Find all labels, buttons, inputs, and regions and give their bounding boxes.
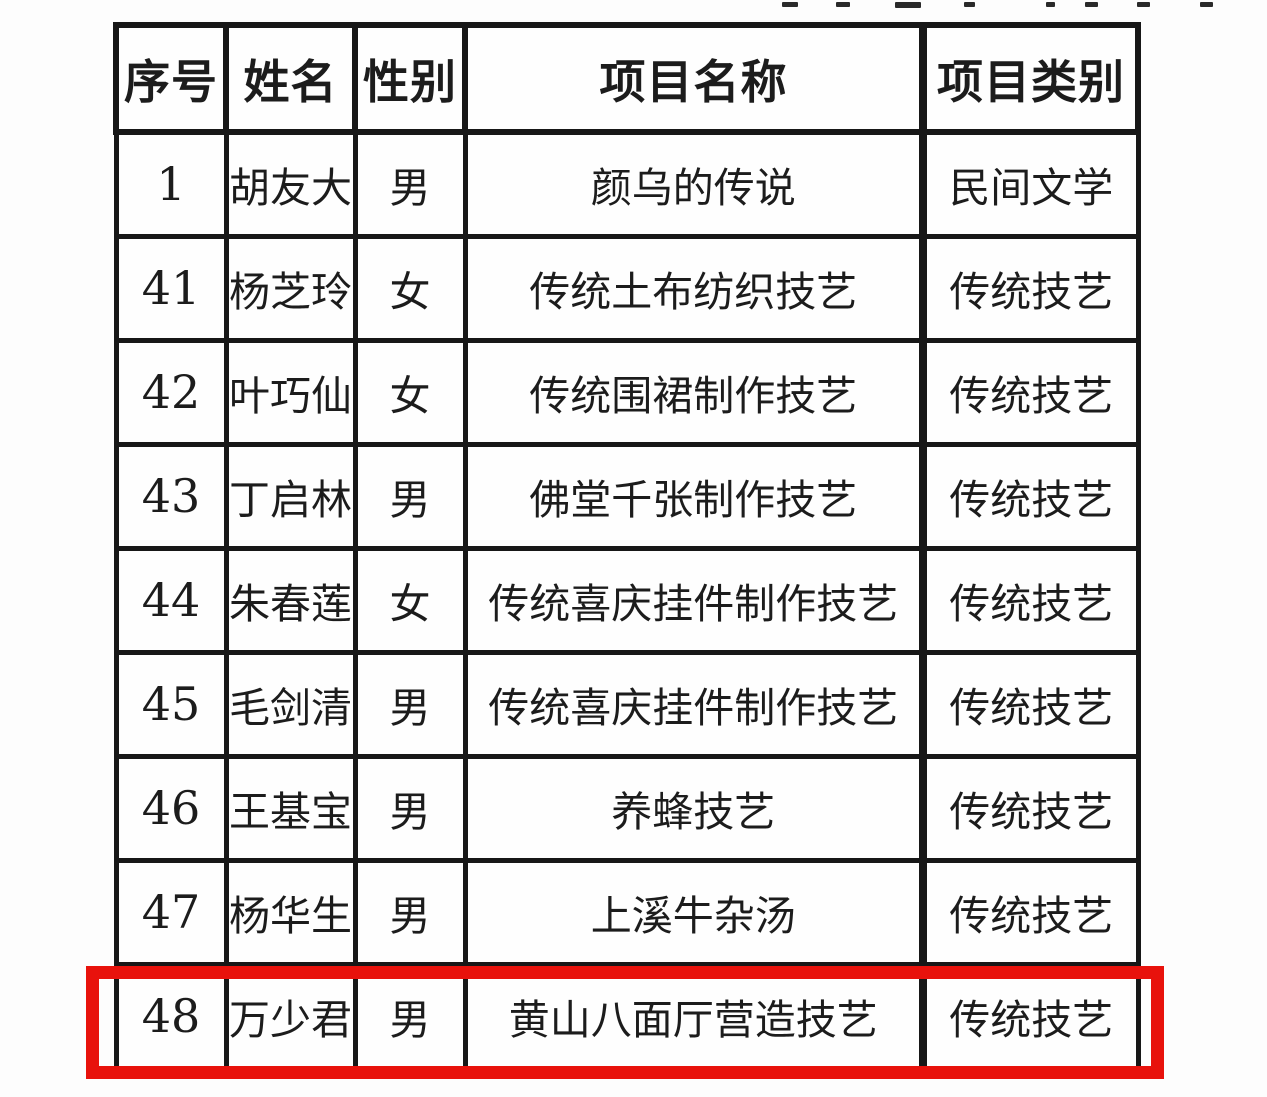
- cell-category: 传统技艺: [919, 441, 1141, 551]
- cell-gender: 男: [352, 753, 468, 863]
- cell-name: 万少君: [223, 961, 358, 1071]
- cell-no: 44: [113, 545, 229, 655]
- cell-no: 42: [113, 337, 229, 447]
- cell-category: 传统技艺: [919, 753, 1141, 863]
- cell-project: 养蜂技艺: [462, 753, 926, 863]
- cell-gender: 男: [352, 961, 468, 1071]
- cell-category: 传统技艺: [919, 649, 1141, 759]
- cell-category: 民间文学: [919, 129, 1141, 239]
- cell-gender: 男: [352, 857, 468, 967]
- table-row: 42 叶巧仙 女 传统围裙制作技艺 传统技艺: [113, 337, 1141, 447]
- cell-gender: 女: [352, 337, 468, 447]
- cell-project: 传统围裙制作技艺: [462, 337, 926, 447]
- cropped-text-artifact: [782, 2, 798, 7]
- cell-name: 胡友大: [223, 129, 358, 239]
- cell-no: 45: [113, 649, 229, 759]
- table-row-highlighted: 48 万少君 男 黄山八面厅营造技艺 传统技艺: [113, 961, 1141, 1071]
- table-row: 41 杨芝玲 女 传统土布纺织技艺 传统技艺: [113, 233, 1141, 343]
- table-row: 1 胡友大 男 颜乌的传说 民间文学: [113, 129, 1141, 239]
- cell-name: 丁启林: [223, 441, 358, 551]
- header-gender: 性别: [352, 22, 468, 135]
- cropped-text-artifact: [1137, 2, 1150, 7]
- table-row: 45 毛剑清 男 传统喜庆挂件制作技艺 传统技艺: [113, 649, 1141, 759]
- header-no: 序号: [113, 22, 229, 135]
- cell-name: 叶巧仙: [223, 337, 358, 447]
- cell-name: 杨芝玲: [223, 233, 358, 343]
- cell-project: 传统喜庆挂件制作技艺: [462, 649, 926, 759]
- header-row: 序号 姓名 性别 项目名称 项目类别: [113, 22, 1141, 135]
- cell-no: 43: [113, 441, 229, 551]
- cell-category: 传统技艺: [919, 233, 1141, 343]
- cell-category: 传统技艺: [919, 545, 1141, 655]
- cell-gender: 男: [352, 441, 468, 551]
- cropped-text-artifact: [1200, 2, 1213, 7]
- cell-project: 佛堂千张制作技艺: [462, 441, 926, 551]
- cell-project: 颜乌的传说: [462, 129, 926, 239]
- cell-no: 1: [113, 129, 229, 239]
- cell-name: 朱春莲: [223, 545, 358, 655]
- cell-no: 48: [113, 961, 229, 1071]
- cell-project: 传统喜庆挂件制作技艺: [462, 545, 926, 655]
- cell-category: 传统技艺: [919, 857, 1141, 967]
- header-name: 姓名: [223, 22, 358, 135]
- table-row: 43 丁启林 男 佛堂千张制作技艺 传统技艺: [113, 441, 1141, 551]
- personnel-table: 序号 姓名 性别 项目名称 项目类别 1 胡友大 男 颜乌的传说 民间文学 41…: [113, 22, 1141, 1071]
- cell-category: 传统技艺: [919, 961, 1141, 1071]
- table-row: 46 王基宝 男 养蜂技艺 传统技艺: [113, 753, 1141, 863]
- cell-project: 传统土布纺织技艺: [462, 233, 926, 343]
- cropped-text-artifact: [964, 2, 975, 7]
- cell-no: 41: [113, 233, 229, 343]
- cell-gender: 女: [352, 233, 468, 343]
- cell-name: 王基宝: [223, 753, 358, 863]
- table-row: 47 杨华生 男 上溪牛杂汤 传统技艺: [113, 857, 1141, 967]
- table-row: 44 朱春莲 女 传统喜庆挂件制作技艺 传统技艺: [113, 545, 1141, 655]
- cropped-text-artifact: [1085, 2, 1098, 7]
- cell-gender: 女: [352, 545, 468, 655]
- cell-no: 47: [113, 857, 229, 967]
- cell-gender: 男: [352, 129, 468, 239]
- cell-name: 毛剑清: [223, 649, 358, 759]
- cropped-text-artifact: [836, 2, 850, 7]
- header-project: 项目名称: [462, 22, 926, 135]
- cell-project: 上溪牛杂汤: [462, 857, 926, 967]
- cell-project: 黄山八面厅营造技艺: [462, 961, 926, 1071]
- cell-gender: 男: [352, 649, 468, 759]
- cell-category: 传统技艺: [919, 337, 1141, 447]
- cell-name: 杨华生: [223, 857, 358, 967]
- cropped-text-artifact: [895, 2, 921, 8]
- cropped-text-artifact: [1046, 2, 1055, 7]
- cell-no: 46: [113, 753, 229, 863]
- header-category: 项目类别: [919, 22, 1141, 135]
